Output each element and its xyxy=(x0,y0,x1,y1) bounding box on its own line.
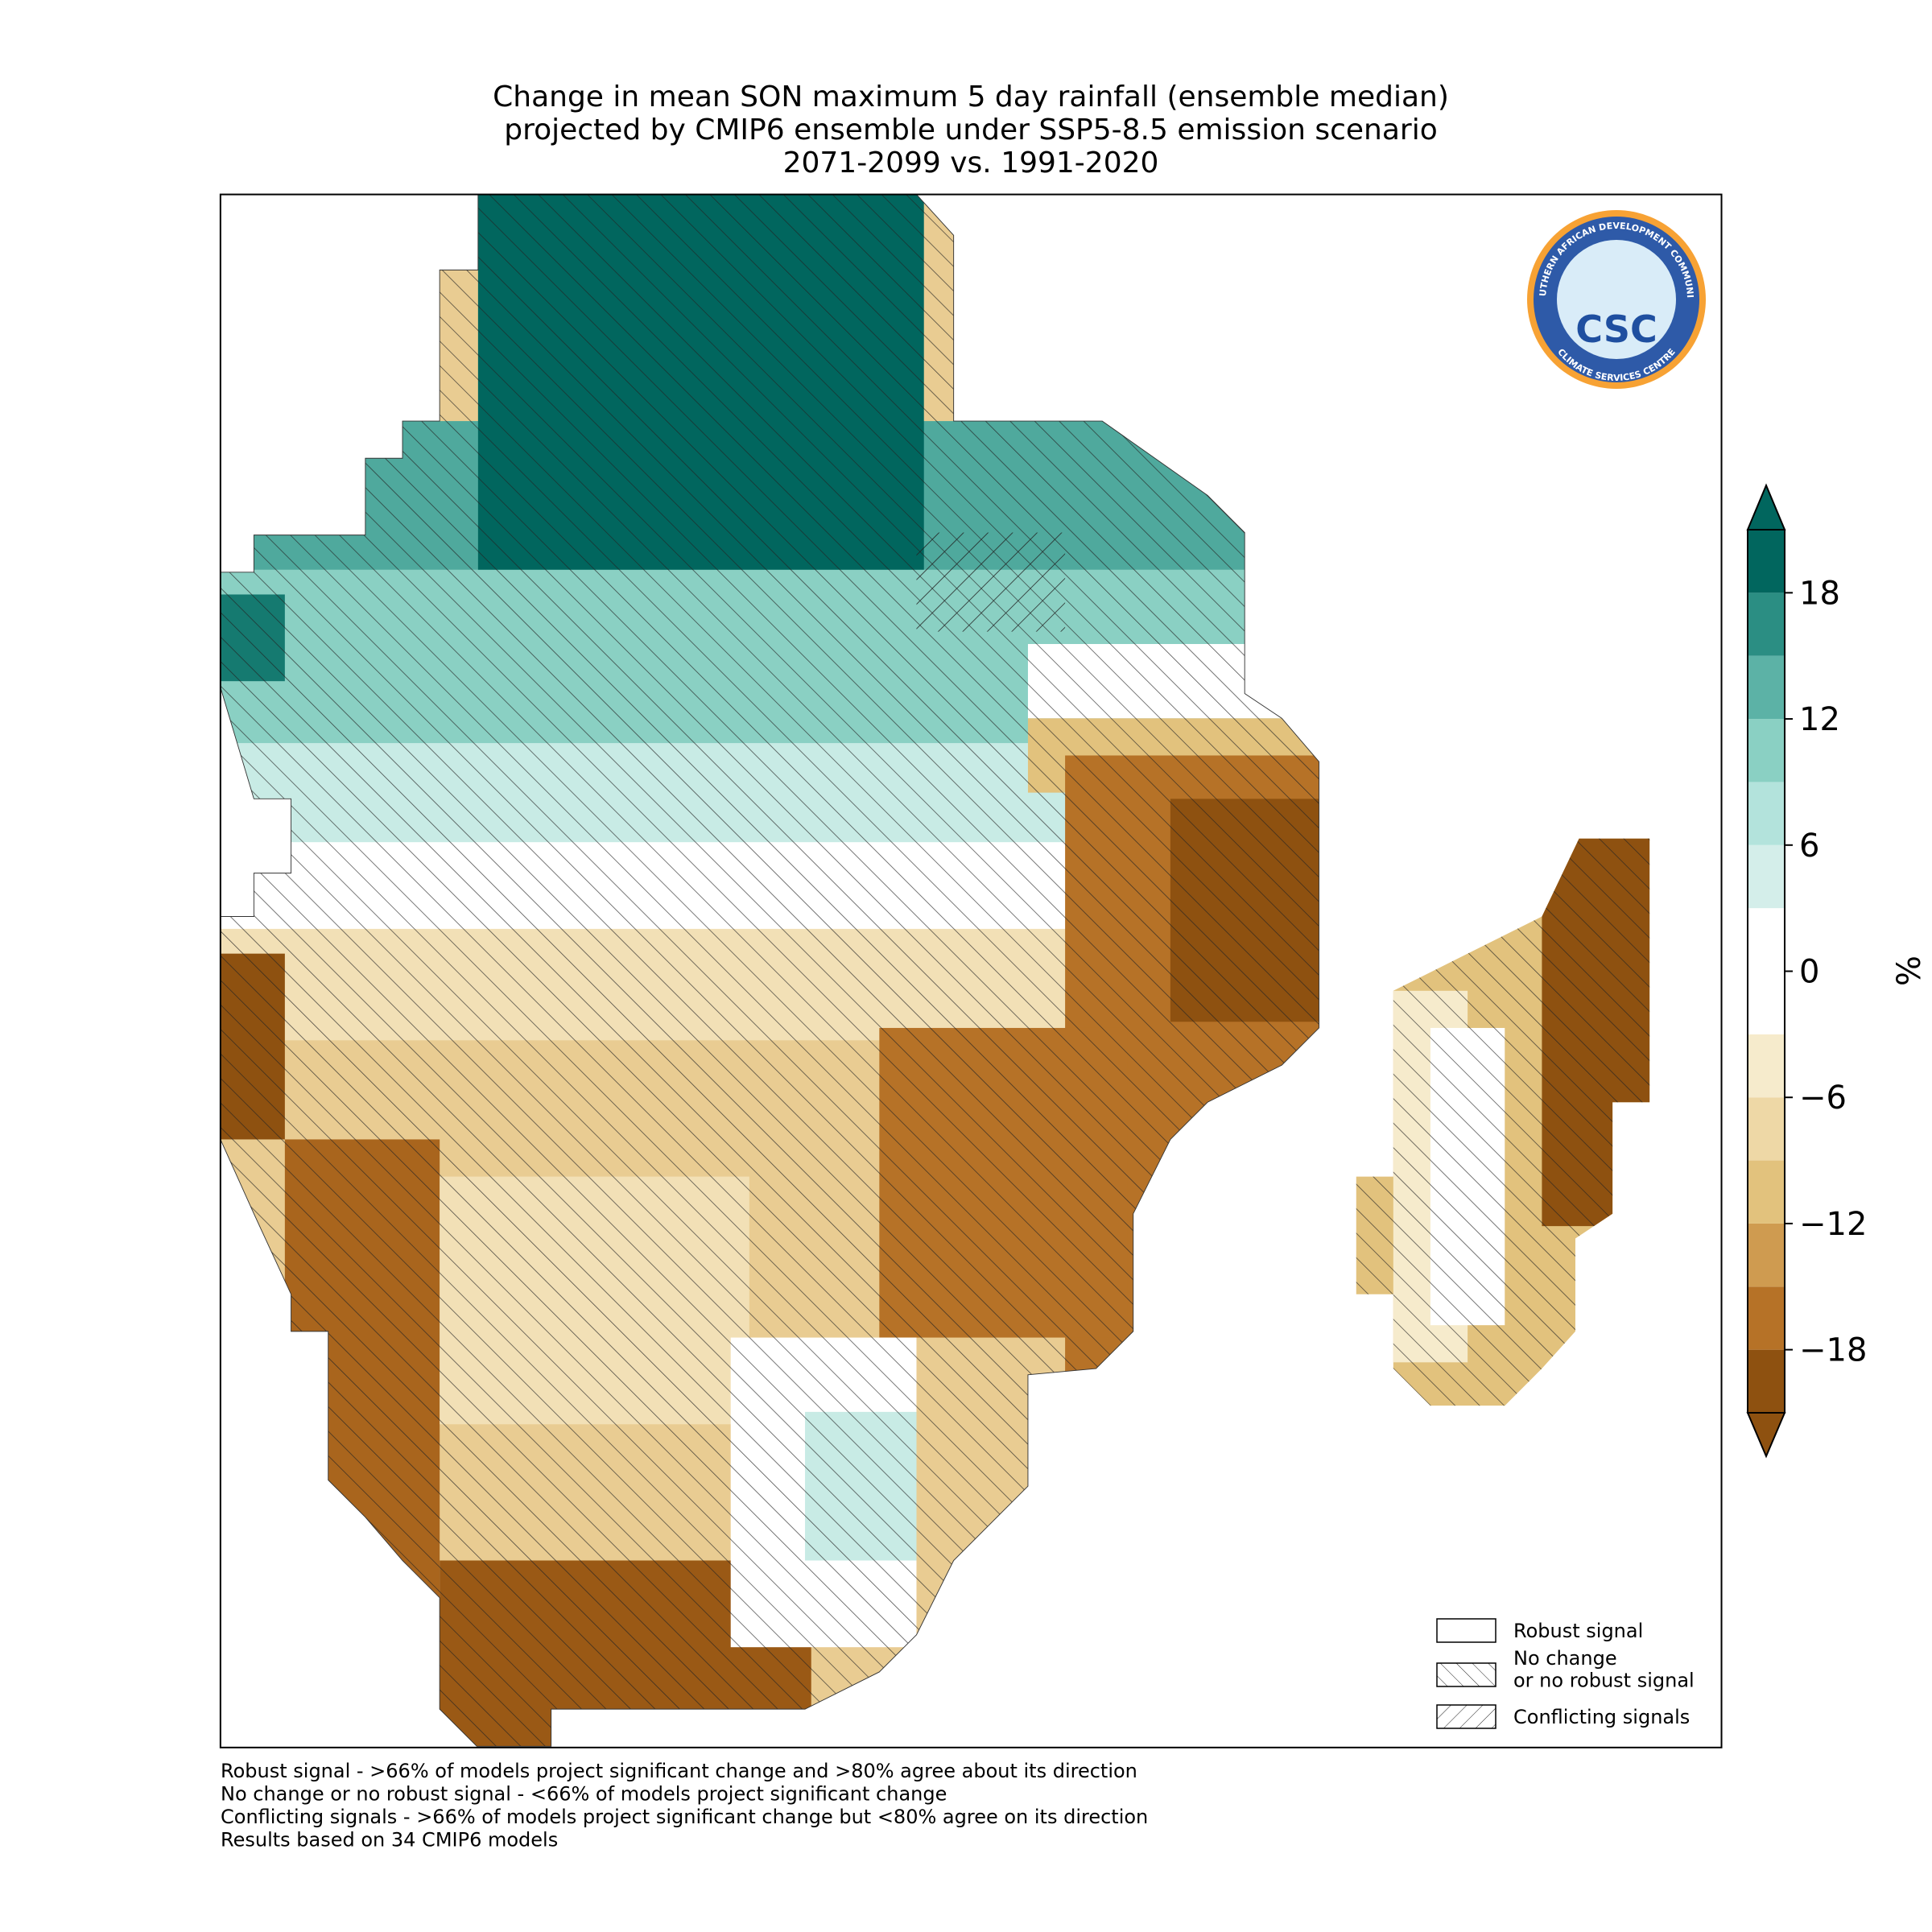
logo-core xyxy=(1557,240,1676,359)
colorbar-tick-label: −18 xyxy=(1799,1332,1867,1369)
madagascar-field xyxy=(1356,838,1650,1406)
colorbar-bin xyxy=(1748,908,1785,972)
footnote: Robust signal - >66% of models project s… xyxy=(221,1760,1137,1782)
colorbar-tick-label: −6 xyxy=(1799,1080,1847,1117)
colorbar-bin xyxy=(1748,592,1785,656)
conflicting-area xyxy=(916,532,1066,632)
map xyxy=(219,193,1723,1748)
colorbar-tick-label: 12 xyxy=(1799,701,1840,738)
colorbar-bin xyxy=(1748,1286,1785,1350)
legend-label: Conflicting signals xyxy=(1513,1706,1690,1728)
map-frame xyxy=(219,193,1723,1748)
footnote: Results based on 34 CMIP6 models xyxy=(221,1829,558,1852)
colorbar-bin xyxy=(1748,1223,1785,1287)
colorbar-extend-top xyxy=(1746,483,1786,530)
colorbar-bin xyxy=(1748,844,1785,909)
footnote: No change or no robust signal - <66% of … xyxy=(221,1783,947,1806)
colorbar-bin xyxy=(1748,655,1785,720)
chart-title: 2071-2099 vs. 1991-2020 xyxy=(783,147,1159,180)
colorbar-bin xyxy=(1748,1034,1785,1098)
colorbar-label: % xyxy=(1891,956,1928,986)
chart-title: projected by CMIP6 ensemble under SSP5-8… xyxy=(504,114,1438,147)
colorbar-bin xyxy=(1748,1349,1785,1413)
colorbar-extend-bottom xyxy=(1746,1412,1786,1459)
colorbar-bin xyxy=(1748,782,1785,845)
colorbar-tick-label: 0 xyxy=(1799,954,1819,991)
logo-name: CSC xyxy=(1575,308,1657,351)
coastline xyxy=(220,194,1319,1747)
colorbar-bin xyxy=(1748,530,1785,593)
legend-swatch xyxy=(1436,1618,1496,1643)
chart-title: Change in mean SON maximum 5 day rainfal… xyxy=(493,80,1449,114)
mainland-field xyxy=(220,194,1319,1747)
legend-swatch xyxy=(1436,1662,1496,1687)
legend-label: No change or no robust signal xyxy=(1513,1647,1695,1692)
legend-swatch xyxy=(1436,1704,1496,1729)
colorbar-bin xyxy=(1748,1160,1785,1224)
footnote: Conflicting signals - >66% of models pro… xyxy=(221,1806,1148,1828)
colorbar-bin xyxy=(1748,971,1785,1034)
legend-label: Robust signal xyxy=(1513,1620,1643,1642)
colorbar-bin xyxy=(1748,1097,1785,1161)
colorbar-bin xyxy=(1748,719,1785,782)
colorbar-tick-label: 18 xyxy=(1799,575,1840,612)
colorbar-tick-label: −12 xyxy=(1799,1206,1867,1243)
colorbar-tick-label: 6 xyxy=(1799,828,1819,865)
